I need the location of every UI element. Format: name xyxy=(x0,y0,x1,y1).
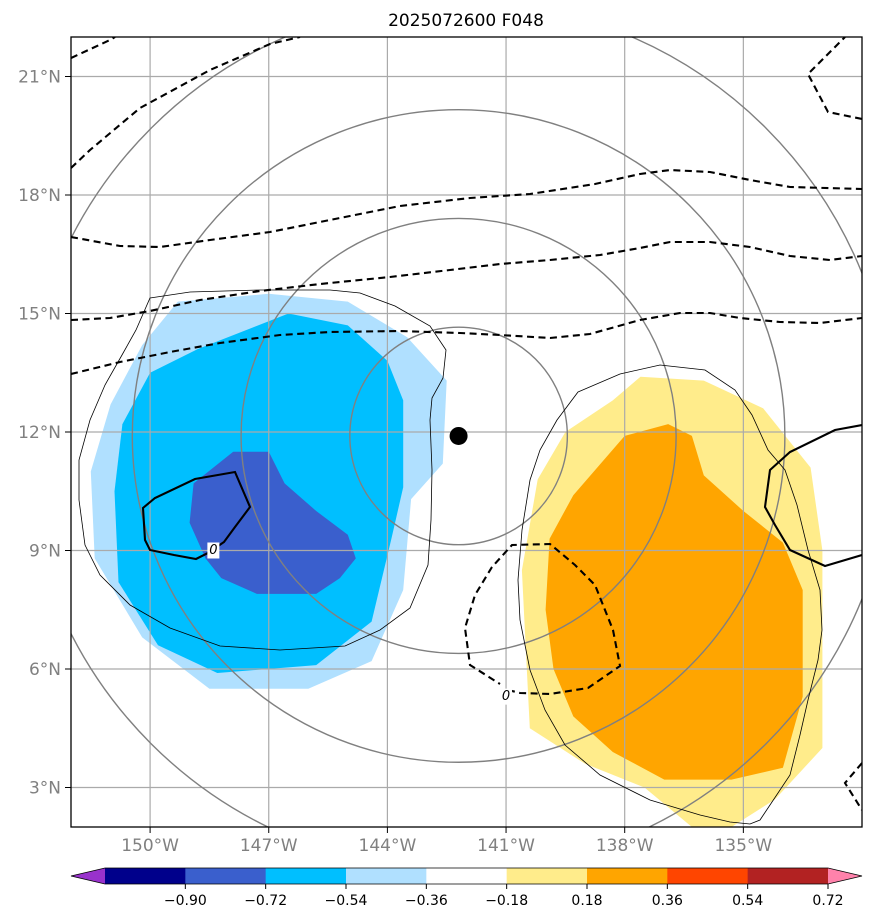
x-tick-label-5: 135°W xyxy=(714,836,772,856)
colorbar-tick-label-4: −0.18 xyxy=(485,893,528,909)
colorbar-tick-label-5: 0.18 xyxy=(571,893,602,909)
contour-label-bg-0 xyxy=(207,542,220,559)
colorbar-segment-5 xyxy=(506,868,588,884)
thin-contour-positive xyxy=(517,364,823,825)
y-tick-label-5: 18°N xyxy=(18,186,61,206)
colorbar-segment-8 xyxy=(747,868,829,884)
chart-title: 2025072600 F048 xyxy=(388,11,544,31)
dashed-contour-7 xyxy=(843,762,862,811)
colorbar-tick-label-7: 0.54 xyxy=(732,893,763,909)
dashed-contour-6 xyxy=(806,37,862,121)
storm-center-marker xyxy=(449,426,468,445)
range-ring-0 xyxy=(349,326,569,546)
range-ring-2 xyxy=(131,108,786,763)
dashed-contour-lines xyxy=(71,37,862,811)
colorbar-segment-4 xyxy=(426,868,508,884)
dashed-contour-3 xyxy=(71,168,862,249)
filled-contours xyxy=(90,293,823,827)
colorbar: −0.90 −0.72 −0.54 −0.36 −0.18 0.18 0.36 0.54 0.7… xyxy=(70,867,863,909)
x-tick-label-0: 150°W xyxy=(121,836,179,856)
colorbar-segment-6 xyxy=(587,868,668,884)
dashed-contour-5 xyxy=(71,311,862,376)
colorbar-segment-2 xyxy=(265,868,347,884)
y-tick-label-0: 3°N xyxy=(29,779,61,799)
dashed-contour-zero xyxy=(463,542,622,696)
colorbar-segment-7 xyxy=(667,868,749,884)
colorbar-tick-label-0: −0.90 xyxy=(164,893,207,909)
colorbar-tick-label-3: −0.36 xyxy=(405,893,448,909)
x-tick-label-1: 147°W xyxy=(240,836,298,856)
colorbar-outline xyxy=(70,867,863,885)
dashed-contour-1 xyxy=(71,37,116,59)
colorbar-tick-label-6: 0.36 xyxy=(652,893,683,909)
filled-region-2 xyxy=(189,451,356,594)
solid-contour-east xyxy=(763,423,862,568)
map-plot-area: 0 0 xyxy=(71,37,862,827)
x-tick-label-3: 141°W xyxy=(477,836,535,856)
y-tick-label-3: 12°N xyxy=(18,423,61,443)
dashed-contour-4 xyxy=(71,240,862,322)
x-tick-label-2: 144°W xyxy=(359,836,417,856)
contour-label-bg-1 xyxy=(500,688,513,705)
contour-label-south: 0 xyxy=(502,689,510,704)
solid-contour-lines xyxy=(141,423,862,568)
dashed-contour-2 xyxy=(71,37,301,169)
y-axis-ticks: 3°N 6°N 9°N 12°N 15°N 18°N 21°N xyxy=(18,68,71,799)
solid-contour-zero-west xyxy=(141,470,252,561)
colorbar-tick-label-8: 0.72 xyxy=(812,893,843,909)
contour-label-west: 0 xyxy=(209,543,217,558)
colorbar-tick-label-1: −0.72 xyxy=(244,893,287,909)
range-rings xyxy=(71,37,862,827)
range-ring-1 xyxy=(240,217,677,655)
y-tick-label-2: 9°N xyxy=(29,542,61,562)
x-axis-ticks: 150°W 147°W 144°W 141°W 138°W 135°W xyxy=(121,827,772,856)
colorbar-over-extend xyxy=(828,868,862,884)
thin-contour-negative xyxy=(78,289,447,651)
colorbar-tick-label-2: −0.54 xyxy=(325,893,368,909)
x-tick-label-4: 138°W xyxy=(596,836,654,856)
y-tick-label-1: 6°N xyxy=(29,660,61,680)
filled-region-4 xyxy=(545,424,803,780)
thin-contour-lines xyxy=(78,289,823,825)
colorbar-under-extend xyxy=(71,868,105,884)
y-tick-label-4: 15°N xyxy=(18,305,61,325)
colorbar-segment-3 xyxy=(346,868,427,884)
colorbar-segment-1 xyxy=(185,868,267,884)
colorbar-segment-0 xyxy=(105,868,186,884)
y-tick-label-6: 21°N xyxy=(18,68,61,88)
